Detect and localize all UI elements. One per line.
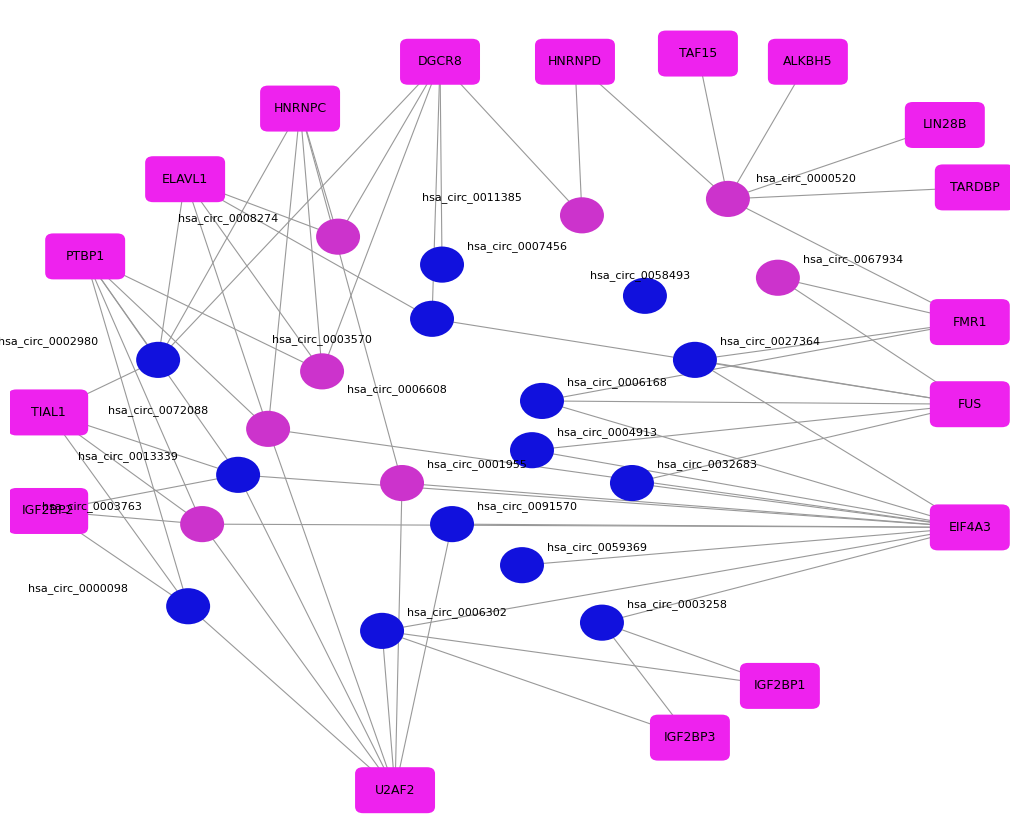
Circle shape bbox=[430, 506, 474, 542]
Circle shape bbox=[180, 506, 224, 542]
FancyBboxPatch shape bbox=[657, 30, 737, 76]
Text: hsa_circ_0013339: hsa_circ_0013339 bbox=[78, 452, 178, 463]
Text: TARDBP: TARDBP bbox=[949, 181, 999, 194]
Circle shape bbox=[705, 181, 749, 217]
Circle shape bbox=[136, 342, 180, 378]
Text: hsa_circ_0006168: hsa_circ_0006168 bbox=[567, 377, 666, 388]
FancyBboxPatch shape bbox=[8, 390, 88, 436]
Text: IGF2BP1: IGF2BP1 bbox=[753, 680, 805, 692]
FancyBboxPatch shape bbox=[8, 488, 88, 534]
Text: TAF15: TAF15 bbox=[678, 47, 716, 60]
Text: HNRNPD: HNRNPD bbox=[547, 55, 601, 68]
Text: DGCR8: DGCR8 bbox=[417, 55, 462, 68]
FancyBboxPatch shape bbox=[355, 768, 434, 813]
FancyBboxPatch shape bbox=[929, 299, 1009, 345]
Text: hsa_circ_0067934: hsa_circ_0067934 bbox=[802, 254, 902, 265]
Text: PTBP1: PTBP1 bbox=[65, 250, 105, 263]
Circle shape bbox=[246, 411, 289, 447]
Text: hsa_circ_0000098: hsa_circ_0000098 bbox=[29, 582, 128, 593]
Circle shape bbox=[520, 383, 564, 419]
Circle shape bbox=[380, 465, 424, 501]
Text: U2AF2: U2AF2 bbox=[374, 784, 415, 797]
FancyBboxPatch shape bbox=[767, 39, 847, 85]
FancyBboxPatch shape bbox=[45, 234, 125, 279]
Circle shape bbox=[755, 260, 799, 296]
Circle shape bbox=[609, 465, 653, 501]
FancyBboxPatch shape bbox=[260, 85, 339, 132]
Text: IGF2BP2: IGF2BP2 bbox=[22, 504, 74, 518]
Circle shape bbox=[316, 219, 360, 255]
Circle shape bbox=[580, 604, 624, 641]
Circle shape bbox=[420, 246, 464, 282]
Text: hsa_circ_0008274: hsa_circ_0008274 bbox=[177, 213, 278, 224]
Text: hsa_circ_0006302: hsa_circ_0006302 bbox=[407, 608, 506, 618]
Text: hsa_circ_0059369: hsa_circ_0059369 bbox=[546, 541, 646, 552]
FancyBboxPatch shape bbox=[929, 381, 1009, 427]
Circle shape bbox=[216, 457, 260, 493]
FancyBboxPatch shape bbox=[904, 102, 984, 148]
Circle shape bbox=[499, 547, 543, 583]
FancyBboxPatch shape bbox=[929, 504, 1009, 551]
FancyBboxPatch shape bbox=[399, 39, 480, 85]
Text: FUS: FUS bbox=[957, 398, 981, 411]
Text: hsa_circ_0000520: hsa_circ_0000520 bbox=[755, 173, 855, 184]
Text: hsa_circ_0003763: hsa_circ_0003763 bbox=[42, 500, 142, 511]
FancyBboxPatch shape bbox=[649, 715, 730, 761]
Text: LIN28B: LIN28B bbox=[921, 118, 966, 132]
Circle shape bbox=[623, 277, 666, 314]
Text: ALKBH5: ALKBH5 bbox=[783, 55, 832, 68]
Circle shape bbox=[510, 432, 553, 468]
Text: hsa_circ_0011385: hsa_circ_0011385 bbox=[422, 192, 522, 203]
Circle shape bbox=[300, 354, 343, 390]
FancyBboxPatch shape bbox=[145, 156, 225, 202]
Circle shape bbox=[166, 588, 210, 624]
Text: hsa_circ_0091570: hsa_circ_0091570 bbox=[477, 500, 577, 511]
Text: ELAVL1: ELAVL1 bbox=[162, 173, 208, 186]
Text: IGF2BP3: IGF2BP3 bbox=[663, 731, 715, 744]
Text: hsa_circ_0027364: hsa_circ_0027364 bbox=[719, 336, 819, 347]
Text: hsa_circ_0007456: hsa_circ_0007456 bbox=[467, 241, 567, 252]
Circle shape bbox=[559, 197, 603, 234]
Text: hsa_circ_0072088: hsa_circ_0072088 bbox=[108, 406, 208, 416]
Text: hsa_circ_0006608: hsa_circ_0006608 bbox=[346, 384, 446, 395]
Text: hsa_circ_0003570: hsa_circ_0003570 bbox=[272, 334, 372, 344]
FancyBboxPatch shape bbox=[739, 663, 819, 709]
Text: hsa_circ_0058493: hsa_circ_0058493 bbox=[589, 270, 689, 281]
FancyBboxPatch shape bbox=[534, 39, 614, 85]
Text: TIAL1: TIAL1 bbox=[31, 406, 65, 419]
Text: hsa_circ_0004913: hsa_circ_0004913 bbox=[556, 427, 656, 437]
Circle shape bbox=[673, 342, 716, 378]
Text: HNRNPC: HNRNPC bbox=[273, 102, 326, 115]
Circle shape bbox=[410, 301, 453, 337]
Text: hsa_circ_0032683: hsa_circ_0032683 bbox=[656, 459, 756, 470]
Text: hsa_circ_0001955: hsa_circ_0001955 bbox=[427, 459, 527, 470]
Text: FMR1: FMR1 bbox=[952, 316, 986, 328]
FancyBboxPatch shape bbox=[933, 164, 1014, 210]
Text: EIF4A3: EIF4A3 bbox=[948, 521, 990, 534]
Text: hsa_circ_0002980: hsa_circ_0002980 bbox=[0, 336, 98, 347]
Circle shape bbox=[360, 613, 404, 649]
Text: hsa_circ_0003258: hsa_circ_0003258 bbox=[627, 599, 727, 610]
